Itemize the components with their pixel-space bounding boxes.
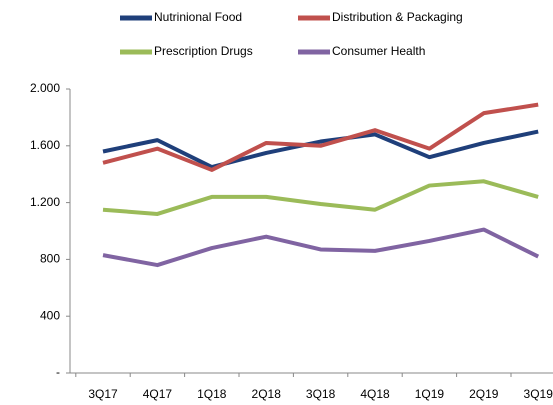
- y-tick-label: 1.200: [30, 195, 60, 209]
- y-tick-label: 1.600: [30, 138, 60, 152]
- legend-label: Prescription Drugs: [154, 44, 253, 58]
- series-line: [102, 227, 540, 268]
- y-tick-label: -: [56, 365, 60, 379]
- x-tick-label: 2Q18: [252, 387, 282, 401]
- x-tick-label: 3Q18: [306, 387, 336, 401]
- x-tick-label: 2Q19: [469, 387, 499, 401]
- x-tick-label: 4Q18: [360, 387, 390, 401]
- x-tick-label: 3Q19: [524, 387, 553, 401]
- x-tick-label: 1Q18: [197, 387, 227, 401]
- series-line: [102, 102, 539, 172]
- legend-label: Consumer Health: [332, 44, 425, 58]
- y-tick-label: 2.000: [30, 81, 60, 95]
- y-tick-label: 400: [40, 308, 60, 322]
- legend-label: Nutrinional Food: [154, 10, 242, 24]
- x-tick-label: 3Q17: [88, 387, 118, 401]
- x-tick-label: 4Q17: [143, 387, 173, 401]
- x-tick-label: 1Q19: [415, 387, 445, 401]
- y-tick-label: 800: [40, 252, 60, 266]
- series-line: [102, 129, 539, 170]
- series-line: [102, 179, 539, 216]
- legend-label: Distribution & Packaging: [332, 10, 463, 24]
